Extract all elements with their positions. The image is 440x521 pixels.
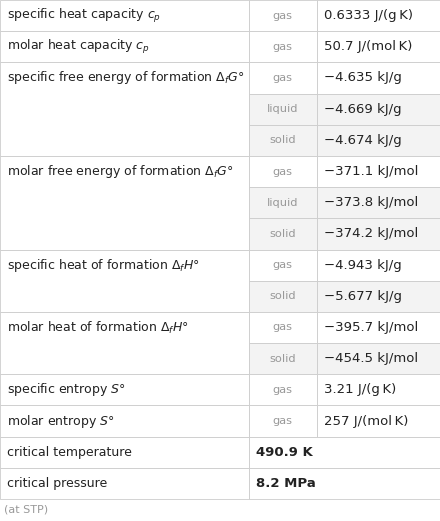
Text: gas: gas: [273, 385, 293, 395]
Text: specific heat capacity $c_p$: specific heat capacity $c_p$: [7, 7, 161, 24]
Text: −5.677 kJ/g: −5.677 kJ/g: [324, 290, 402, 303]
Text: solid: solid: [269, 135, 296, 145]
Text: specific entropy $S°$: specific entropy $S°$: [7, 381, 126, 399]
Text: −4.674 kJ/g: −4.674 kJ/g: [324, 134, 402, 147]
Text: −454.5 kJ/mol: −454.5 kJ/mol: [324, 352, 418, 365]
Bar: [249, 0, 317, 31]
Bar: [317, 94, 440, 125]
Text: gas: gas: [273, 42, 293, 52]
Text: solid: solid: [269, 229, 296, 239]
Text: gas: gas: [273, 167, 293, 177]
Bar: [249, 63, 317, 94]
Text: −374.2 kJ/mol: −374.2 kJ/mol: [324, 227, 418, 240]
Bar: [317, 125, 440, 156]
Bar: [317, 218, 440, 250]
Bar: [317, 281, 440, 312]
Bar: [317, 250, 440, 281]
Bar: [249, 187, 317, 218]
Text: gas: gas: [273, 322, 293, 332]
Bar: [0, 437, 249, 468]
Bar: [0, 405, 249, 437]
Bar: [317, 156, 440, 187]
Bar: [317, 312, 440, 343]
Text: (at STP): (at STP): [4, 505, 48, 515]
Bar: [249, 156, 317, 187]
Text: molar free energy of formation $\Delta_f G°$: molar free energy of formation $\Delta_f…: [7, 163, 234, 180]
Bar: [317, 187, 440, 218]
Bar: [317, 63, 440, 94]
Text: gas: gas: [273, 260, 293, 270]
Bar: [0, 374, 249, 405]
Text: solid: solid: [269, 354, 296, 364]
Bar: [0, 31, 249, 63]
Text: 257 J/(mol K): 257 J/(mol K): [324, 415, 408, 428]
Bar: [249, 31, 317, 63]
Bar: [0, 63, 249, 156]
Text: −4.635 kJ/g: −4.635 kJ/g: [324, 71, 402, 84]
Bar: [249, 218, 317, 250]
Bar: [249, 281, 317, 312]
Bar: [249, 125, 317, 156]
Bar: [317, 343, 440, 374]
Text: gas: gas: [273, 73, 293, 83]
Bar: [249, 437, 440, 468]
Text: 3.21 J/(g K): 3.21 J/(g K): [324, 383, 396, 396]
Text: 0.6333 J/(g K): 0.6333 J/(g K): [324, 9, 413, 22]
Bar: [317, 374, 440, 405]
Text: −4.943 kJ/g: −4.943 kJ/g: [324, 258, 402, 271]
Bar: [0, 250, 249, 312]
Text: gas: gas: [273, 416, 293, 426]
Bar: [249, 374, 317, 405]
Bar: [0, 0, 249, 31]
Text: specific free energy of formation $\Delta_f G°$: specific free energy of formation $\Delt…: [7, 69, 245, 86]
Text: −371.1 kJ/mol: −371.1 kJ/mol: [324, 165, 418, 178]
Text: solid: solid: [269, 291, 296, 301]
Bar: [249, 468, 440, 499]
Text: liquid: liquid: [267, 104, 298, 114]
Bar: [249, 343, 317, 374]
Bar: [0, 312, 249, 374]
Bar: [317, 405, 440, 437]
Bar: [317, 0, 440, 31]
Bar: [317, 31, 440, 63]
Bar: [0, 468, 249, 499]
Text: −4.669 kJ/g: −4.669 kJ/g: [324, 103, 401, 116]
Bar: [249, 312, 317, 343]
Bar: [249, 250, 317, 281]
Bar: [0, 156, 249, 250]
Text: specific heat of formation $\Delta_f H°$: specific heat of formation $\Delta_f H°$: [7, 257, 200, 274]
Text: molar heat of formation $\Delta_f H°$: molar heat of formation $\Delta_f H°$: [7, 319, 189, 336]
Text: critical temperature: critical temperature: [7, 446, 132, 458]
Text: 50.7 J/(mol K): 50.7 J/(mol K): [324, 40, 412, 53]
Text: gas: gas: [273, 10, 293, 21]
Text: molar entropy $S°$: molar entropy $S°$: [7, 413, 115, 429]
Text: 8.2 MPa: 8.2 MPa: [256, 477, 315, 490]
Text: −373.8 kJ/mol: −373.8 kJ/mol: [324, 196, 418, 209]
Text: molar heat capacity $c_p$: molar heat capacity $c_p$: [7, 38, 150, 56]
Text: critical pressure: critical pressure: [7, 477, 107, 490]
Bar: [249, 94, 317, 125]
Text: −395.7 kJ/mol: −395.7 kJ/mol: [324, 321, 418, 334]
Text: liquid: liquid: [267, 197, 298, 208]
Bar: [249, 405, 317, 437]
Text: 490.9 K: 490.9 K: [256, 446, 312, 458]
